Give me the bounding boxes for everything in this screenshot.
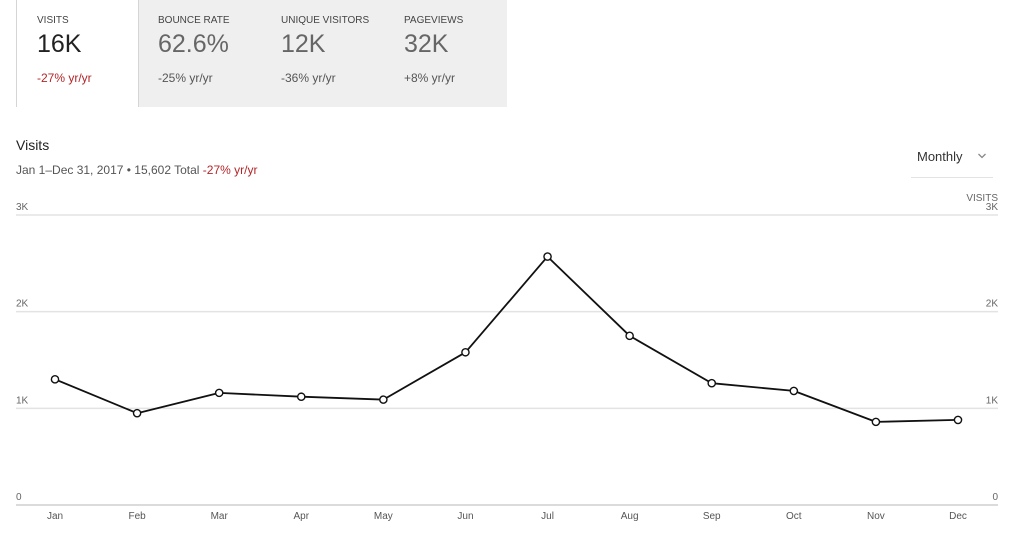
data-point[interactable] — [625, 331, 634, 341]
right-axis-title: VISITS — [966, 193, 998, 204]
stat-change: -36% yr/yr — [281, 71, 336, 85]
stat-label: VISITS — [37, 15, 69, 26]
data-point[interactable] — [871, 417, 881, 427]
data-point[interactable] — [379, 395, 388, 404]
chart-subtitle: Jan 1–Dec 31, 2017 • 15,602 Total -27% y… — [16, 163, 257, 177]
y-tick-label-left: 1K — [16, 395, 29, 406]
x-tick-label: Sep — [703, 511, 721, 522]
date-range-total: Jan 1–Dec 31, 2017 • 15,602 Total — [16, 163, 200, 177]
visits-series-line — [54, 255, 959, 423]
stat-change: +8% yr/yr — [404, 71, 456, 85]
data-point[interactable] — [214, 388, 224, 398]
x-tick-label: Mar — [211, 511, 229, 522]
y-tick-label-right: 3K — [986, 202, 999, 213]
data-point[interactable] — [789, 386, 799, 396]
stat-card-unique-visitors[interactable]: UNIQUE VISITORS 12K -36% yr/yr — [261, 0, 384, 107]
stat-value: 12K — [281, 30, 326, 58]
stat-change: -27% yr/yr — [37, 71, 92, 85]
stat-label: UNIQUE VISITORS — [281, 15, 370, 26]
summary-stats: VISITS 16K -27% yr/yr BOUNCE RATE 62.6% -25% … — [16, 0, 507, 107]
data-point[interactable] — [707, 378, 717, 388]
chart-change: -27% yr/yr — [202, 163, 258, 177]
x-tick-label: Nov — [867, 511, 885, 522]
y-tick-label-right: 0 — [992, 492, 998, 503]
stat-label: PAGEVIEWS — [404, 15, 464, 26]
stat-change: -25% yr/yr — [158, 71, 213, 85]
x-tick-label: Oct — [786, 511, 802, 522]
data-point[interactable] — [132, 408, 142, 418]
y-tick-label-right: 2K — [986, 299, 999, 310]
chevron-down-icon — [978, 153, 986, 159]
x-tick-label: Jan — [47, 511, 63, 522]
x-tick-label: Feb — [128, 511, 146, 522]
data-point[interactable] — [953, 415, 963, 425]
stat-value: 62.6% — [158, 30, 229, 58]
chart-title: Visits — [16, 137, 50, 153]
stat-value: 32K — [404, 30, 449, 58]
x-tick-label: May — [374, 511, 393, 522]
x-tick-label: Jul — [541, 511, 554, 522]
data-point[interactable] — [296, 392, 306, 402]
x-tick-label: Dec — [949, 511, 967, 522]
data-point[interactable] — [50, 375, 60, 384]
stat-label: BOUNCE RATE — [158, 15, 230, 26]
y-tick-label-left: 0 — [16, 492, 22, 503]
x-tick-label: Aug — [621, 511, 639, 522]
stat-card-pageviews[interactable]: PAGEVIEWS 32K +8% yr/yr — [384, 0, 507, 107]
data-point[interactable] — [543, 252, 552, 261]
visits-line-chart: VISITS 0 0 1K 1K 2K 2K 3K 3K Jan Feb Mar Apr May Jun Ju… — [16, 193, 999, 522]
period-select[interactable]: Monthly — [911, 145, 993, 178]
x-tick-label: Apr — [293, 511, 309, 522]
stat-value: 16K — [37, 30, 82, 58]
period-select-value: Monthly — [917, 149, 963, 164]
y-tick-label-left: 2K — [16, 299, 29, 310]
y-tick-label-left: 3K — [16, 202, 29, 213]
y-tick-label-right: 1K — [986, 395, 999, 406]
x-tick-label: Jun — [457, 511, 473, 522]
data-point[interactable] — [461, 347, 470, 357]
stat-card-visits[interactable]: VISITS 16K -27% yr/yr — [16, 0, 139, 107]
stat-card-bounce-rate[interactable]: BOUNCE RATE 62.6% -25% yr/yr — [138, 0, 261, 107]
